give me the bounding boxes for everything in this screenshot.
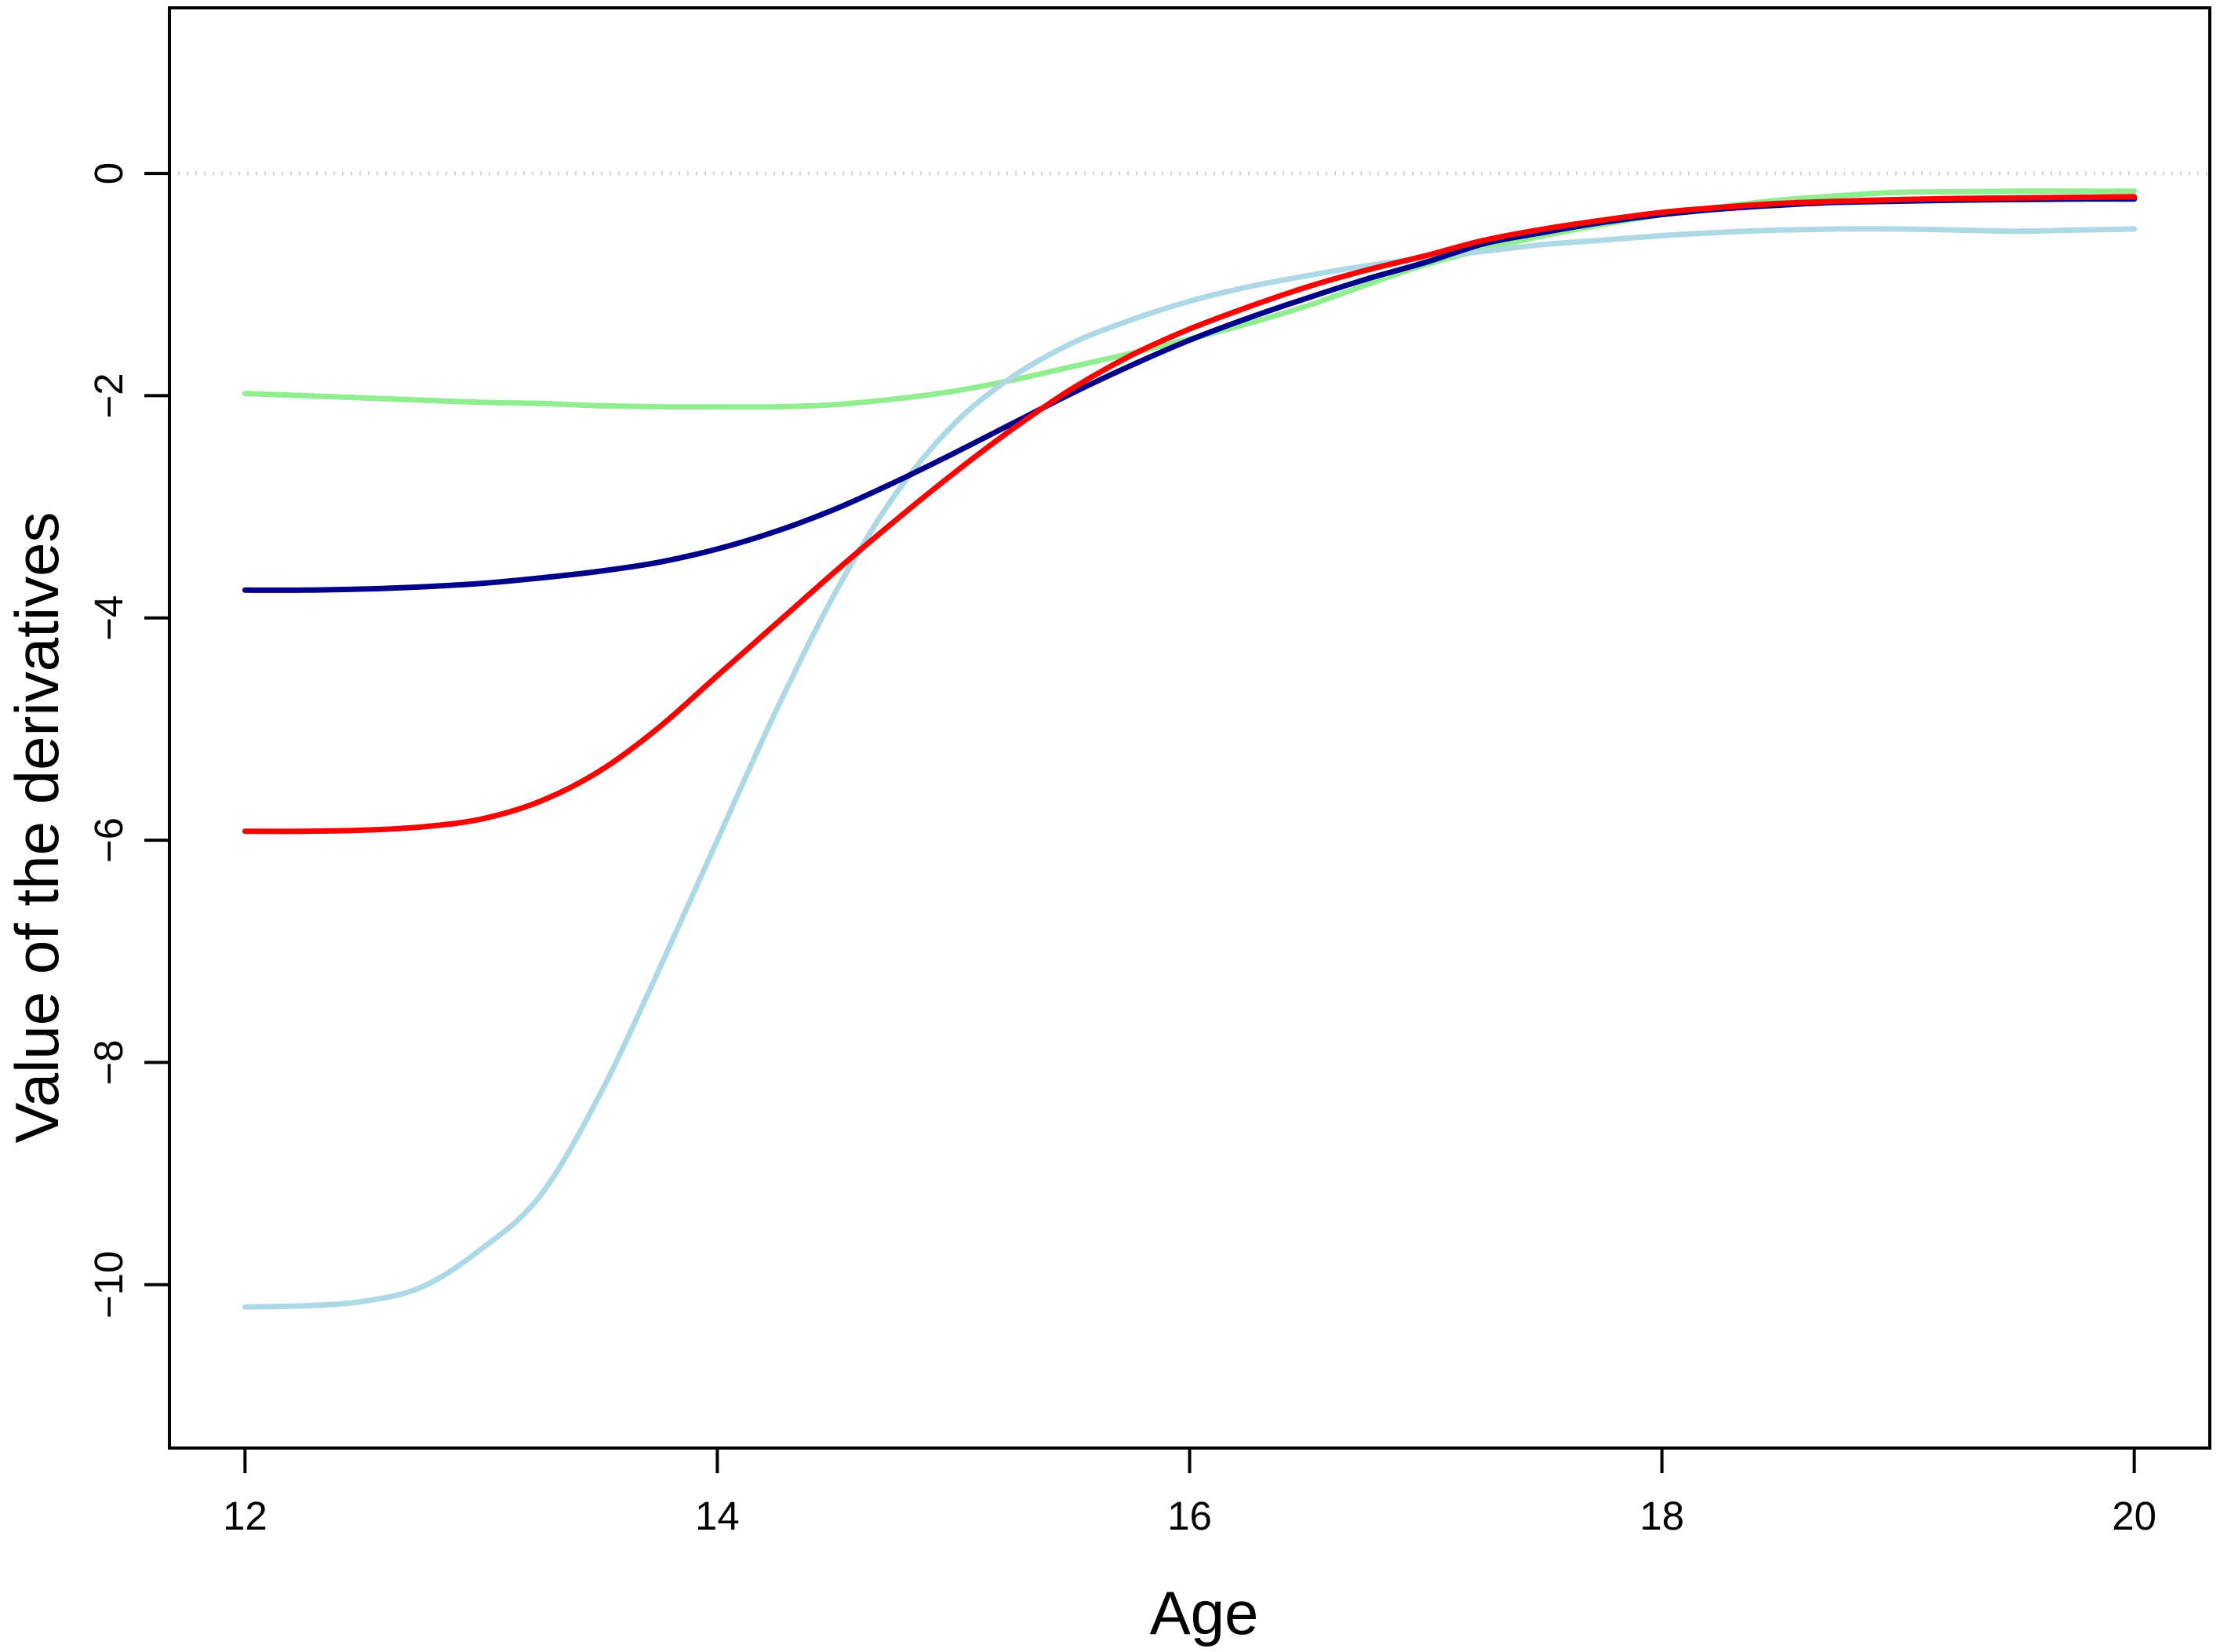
axes-group: 12 14 16 18 20 0 −2 −4 −6 −8 −10: [86, 6, 2211, 1538]
plot-box: [168, 6, 2211, 1450]
y-tick-label: −2: [86, 373, 131, 418]
darkblue-derivative-curve: [242, 196, 2138, 593]
y-axis-title: Value of the derivatives: [2, 511, 71, 1143]
y-tick-label: −8: [86, 1039, 131, 1085]
y-tick-label: −6: [86, 817, 131, 863]
y-tick-label: 0: [86, 162, 131, 184]
x-tick-label: 12: [223, 1494, 267, 1538]
red-derivative-curve: [242, 194, 2138, 835]
x-tick-label: 20: [2112, 1494, 2156, 1538]
x-axis-title: Age: [1150, 1578, 1259, 1647]
y-tick-label: −10: [86, 1251, 131, 1319]
x-tick-label: 14: [695, 1494, 740, 1538]
y-tick-label: −4: [86, 595, 131, 641]
x-tick-label: 16: [1167, 1494, 1212, 1538]
lightblue-derivative-curve: [242, 226, 2138, 1310]
series-curves-group: [242, 188, 2138, 1310]
x-tick-label: 18: [1640, 1494, 1684, 1538]
